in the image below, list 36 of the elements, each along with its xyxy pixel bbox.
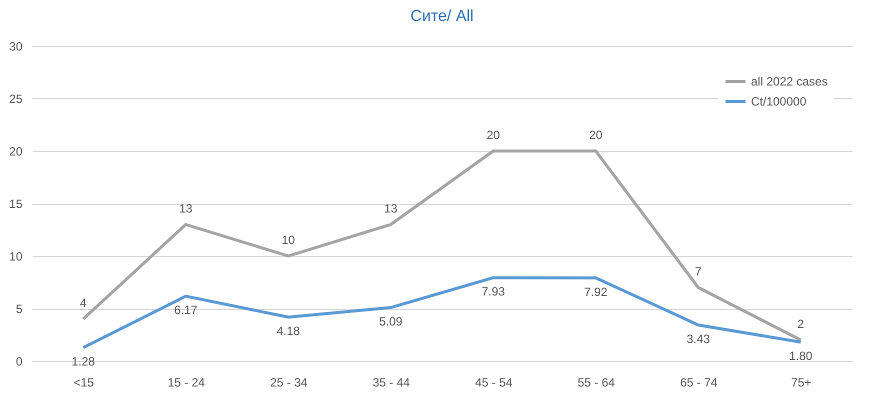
y-tick-label: 5 bbox=[16, 302, 23, 316]
x-tick-label: 25 - 34 bbox=[270, 376, 308, 390]
line-series bbox=[82, 150, 802, 342]
data-label: 1.80 bbox=[789, 349, 813, 364]
data-label: 4.18 bbox=[276, 324, 300, 338]
x-tick-label: 35 - 44 bbox=[372, 376, 410, 390]
x-tick-label: 55 - 64 bbox=[578, 376, 616, 390]
x-tick-label: 75+ bbox=[791, 376, 812, 390]
data-label: 20 bbox=[589, 128, 603, 142]
data-label: 2 bbox=[797, 317, 804, 331]
data-label: 5.09 bbox=[379, 314, 403, 329]
data-label: 1.28 bbox=[72, 354, 96, 369]
data-label: 10 bbox=[282, 233, 296, 247]
y-tick-label: 25 bbox=[9, 92, 23, 106]
y-tick-label: 20 bbox=[9, 144, 23, 158]
line-series bbox=[82, 276, 802, 350]
y-tick-label: 15 bbox=[9, 197, 23, 211]
x-tick-label: 15 - 24 bbox=[168, 376, 206, 390]
data-label: 7.92 bbox=[584, 284, 608, 299]
y-tick-label: 10 bbox=[9, 250, 23, 264]
legend-label: Ct/100000 bbox=[751, 94, 807, 108]
y-tick-label: 30 bbox=[9, 40, 23, 54]
data-label: 13 bbox=[384, 202, 398, 216]
x-tick-label: 45 - 54 bbox=[475, 376, 513, 390]
x-tick-label: <15 bbox=[74, 376, 94, 390]
data-label: 6.17 bbox=[174, 303, 198, 318]
data-label: 7.93 bbox=[482, 284, 506, 299]
data-label: 20 bbox=[486, 128, 500, 142]
data-label: 7 bbox=[694, 264, 702, 278]
data-label: 3.43 bbox=[686, 332, 710, 346]
data-label: 4 bbox=[80, 296, 87, 310]
chart-title: Сите/ All bbox=[410, 8, 474, 25]
y-tick-label: 0 bbox=[16, 354, 23, 368]
legend-label: all 2022 cases bbox=[751, 74, 828, 88]
data-label: 13 bbox=[179, 202, 193, 216]
x-tick-label: 65 - 74 bbox=[680, 376, 718, 390]
